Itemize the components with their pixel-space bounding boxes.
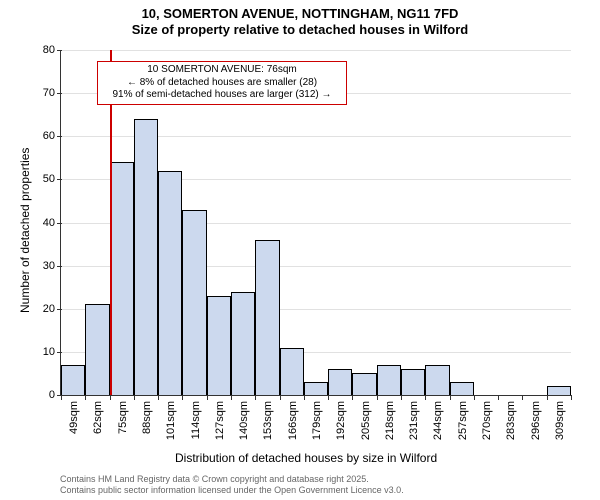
x-tick-mark xyxy=(231,395,232,400)
x-axis-label: Distribution of detached houses by size … xyxy=(175,451,437,465)
x-tick: 62sqm xyxy=(90,401,104,434)
x-tick-mark xyxy=(304,395,305,400)
x-tick-mark xyxy=(134,395,135,400)
histogram-bar xyxy=(450,382,474,395)
x-tick: 101sqm xyxy=(163,401,177,440)
x-tick: 309sqm xyxy=(552,401,566,440)
x-tick-mark xyxy=(522,395,523,400)
y-tick: 30 xyxy=(43,260,61,272)
histogram-bar xyxy=(328,369,352,395)
chart-title: 10, SOMERTON AVENUE, NOTTINGHAM, NG11 7F… xyxy=(0,0,600,39)
x-tick: 205sqm xyxy=(358,401,372,440)
x-tick: 49sqm xyxy=(66,401,80,434)
x-tick-mark xyxy=(401,395,402,400)
histogram-bar xyxy=(231,292,255,396)
x-tick-mark xyxy=(328,395,329,400)
attribution-line2: Contains public sector information licen… xyxy=(60,485,404,496)
x-tick-mark xyxy=(474,395,475,400)
chart-title-line1: 10, SOMERTON AVENUE, NOTTINGHAM, NG11 7F… xyxy=(0,6,600,22)
chart-title-line2: Size of property relative to detached ho… xyxy=(0,22,600,38)
x-tick: 127sqm xyxy=(212,401,226,440)
y-tick: 0 xyxy=(49,389,61,401)
x-tick: 140sqm xyxy=(236,401,250,440)
histogram-bar xyxy=(207,296,231,395)
x-tick: 244sqm xyxy=(430,401,444,440)
histogram-bar xyxy=(158,171,182,395)
x-tick-mark xyxy=(425,395,426,400)
x-tick: 114sqm xyxy=(188,401,202,439)
y-tick: 70 xyxy=(43,87,61,99)
x-tick-mark xyxy=(280,395,281,400)
x-tick: 153sqm xyxy=(260,401,274,440)
x-tick: 88sqm xyxy=(139,401,153,434)
histogram-bar xyxy=(61,365,85,395)
x-tick: 218sqm xyxy=(382,401,396,440)
y-axis-label: Number of detached properties xyxy=(18,147,32,312)
x-tick: 270sqm xyxy=(479,401,493,440)
y-tick: 80 xyxy=(43,44,61,56)
grid-line xyxy=(61,50,571,51)
histogram-bar xyxy=(110,162,134,395)
attribution-line1: Contains HM Land Registry data © Crown c… xyxy=(60,474,404,485)
x-tick: 296sqm xyxy=(528,401,542,440)
x-tick-mark xyxy=(352,395,353,400)
x-tick: 231sqm xyxy=(406,401,420,440)
x-tick-mark xyxy=(158,395,159,400)
histogram-bar xyxy=(401,369,425,395)
x-tick-mark xyxy=(85,395,86,400)
y-tick: 50 xyxy=(43,173,61,185)
y-tick: 20 xyxy=(43,303,61,315)
x-tick-mark xyxy=(571,395,572,400)
annotation-line: 91% of semi-detached houses are larger (… xyxy=(102,89,342,102)
x-tick: 179sqm xyxy=(309,401,323,440)
histogram-bar xyxy=(304,382,328,395)
x-tick-mark xyxy=(450,395,451,400)
y-tick: 10 xyxy=(43,346,61,358)
x-tick-mark xyxy=(110,395,111,400)
annotation-box: 10 SOMERTON AVENUE: 76sqm← 8% of detache… xyxy=(97,61,347,105)
histogram-bar xyxy=(352,373,376,395)
x-tick-mark xyxy=(255,395,256,400)
x-tick-mark xyxy=(377,395,378,400)
histogram-bar xyxy=(547,386,571,395)
x-tick-mark xyxy=(498,395,499,400)
histogram-bar xyxy=(280,348,304,395)
y-tick: 40 xyxy=(43,217,61,229)
histogram-bar xyxy=(134,119,158,395)
x-tick: 166sqm xyxy=(285,401,299,440)
histogram-bar xyxy=(255,240,279,395)
histogram-bar xyxy=(182,210,206,395)
annotation-line: ← 8% of detached houses are smaller (28) xyxy=(102,77,342,90)
x-tick: 75sqm xyxy=(115,401,129,434)
y-tick: 60 xyxy=(43,130,61,142)
histogram-bar xyxy=(377,365,401,395)
x-tick: 283sqm xyxy=(503,401,517,440)
x-tick-mark xyxy=(182,395,183,400)
attribution: Contains HM Land Registry data © Crown c… xyxy=(60,474,404,496)
x-tick: 192sqm xyxy=(333,401,347,440)
x-tick-mark xyxy=(207,395,208,400)
x-tick-mark xyxy=(61,395,62,400)
x-tick: 257sqm xyxy=(455,401,469,440)
histogram-bar xyxy=(425,365,449,395)
annotation-line: 10 SOMERTON AVENUE: 76sqm xyxy=(102,64,342,77)
histogram-bar xyxy=(85,304,109,395)
x-tick-mark xyxy=(547,395,548,400)
